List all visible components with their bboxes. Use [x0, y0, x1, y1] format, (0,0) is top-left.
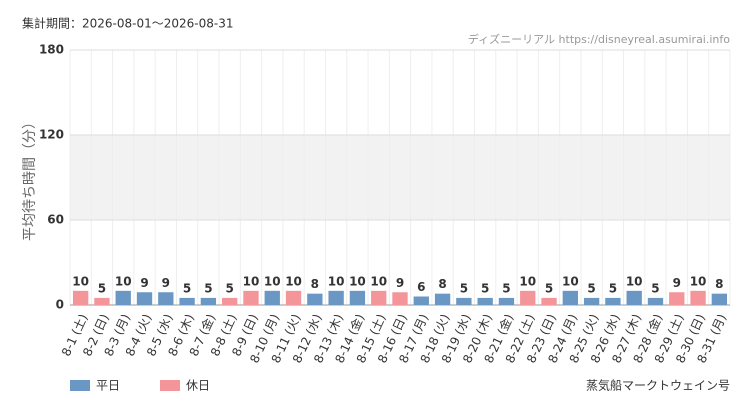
- bar: [328, 290, 344, 305]
- value-label: 8: [311, 277, 319, 291]
- bar: [434, 293, 451, 305]
- value-label: 9: [140, 276, 148, 290]
- bar: [158, 292, 174, 305]
- value-label: 5: [502, 281, 510, 295]
- value-label: 9: [162, 276, 170, 290]
- value-label: 5: [204, 281, 212, 295]
- source: ディズニーリアル https://disneyreal.asumirai.inf…: [468, 32, 730, 46]
- bar: [136, 292, 153, 305]
- bar: [115, 290, 131, 305]
- value-label: 8: [438, 277, 446, 291]
- value-label: 8: [715, 277, 723, 291]
- bar: [541, 297, 557, 305]
- value-label: 10: [285, 274, 302, 288]
- bar: [285, 290, 302, 305]
- value-label: 5: [225, 281, 233, 295]
- y-tick-label: 60: [47, 213, 64, 227]
- value-label: 5: [587, 281, 595, 295]
- bar: [562, 290, 578, 305]
- bar: [456, 297, 472, 305]
- bar: [243, 290, 259, 305]
- value-label: 5: [651, 281, 659, 295]
- value-label: 10: [370, 274, 387, 288]
- bar: [307, 293, 323, 305]
- value-label: 10: [264, 274, 281, 288]
- legend-label: 平日: [96, 379, 120, 393]
- value-label: 10: [115, 274, 132, 288]
- value-label: 6: [417, 280, 425, 294]
- y-tick-label: 120: [39, 128, 64, 142]
- bar: [477, 297, 493, 305]
- value-label: 5: [545, 281, 553, 295]
- bar: [72, 290, 89, 305]
- value-label: 9: [396, 276, 404, 290]
- caption: 蒸気船マークトウェイン号: [586, 378, 730, 393]
- value-label: 10: [562, 274, 579, 288]
- value-label: 5: [98, 281, 106, 295]
- bar: [94, 297, 110, 305]
- value-label: 10: [243, 274, 260, 288]
- value-label: 10: [72, 274, 89, 288]
- bar: [498, 297, 515, 305]
- value-label: 10: [519, 274, 536, 288]
- bar: [413, 296, 429, 305]
- y-tick-label: 180: [39, 43, 64, 57]
- legend-swatch: [70, 380, 90, 391]
- value-label: 9: [673, 276, 681, 290]
- bar: [669, 292, 685, 305]
- y-tick-label: 0: [56, 298, 64, 312]
- value-label: 10: [626, 274, 643, 288]
- value-label: 5: [460, 281, 468, 295]
- bar: [583, 297, 600, 305]
- bar: [392, 292, 408, 305]
- value-label: 10: [690, 274, 707, 288]
- bar: [605, 297, 621, 305]
- bar: [520, 290, 536, 305]
- bar: [626, 290, 642, 305]
- value-label: 5: [481, 281, 489, 295]
- bar: [179, 297, 195, 305]
- value-label: 10: [349, 274, 366, 288]
- legend-swatch: [160, 380, 180, 391]
- value-label: 5: [609, 281, 617, 295]
- value-label: 5: [183, 281, 191, 295]
- grid-band: [70, 135, 730, 220]
- bar: [711, 293, 728, 305]
- y-axis-label: 平均待ち時間（分）: [22, 115, 38, 241]
- value-label: 10: [328, 274, 345, 288]
- bar: [690, 290, 706, 305]
- bar: [264, 290, 280, 305]
- bar: [349, 290, 366, 305]
- bar: [647, 297, 664, 305]
- bar: [371, 290, 387, 305]
- period: 集計期間：2026-08-01～2026-08-31: [22, 16, 233, 31]
- bar: [222, 297, 238, 305]
- bar: [200, 297, 217, 305]
- legend-label: 休日: [186, 379, 210, 393]
